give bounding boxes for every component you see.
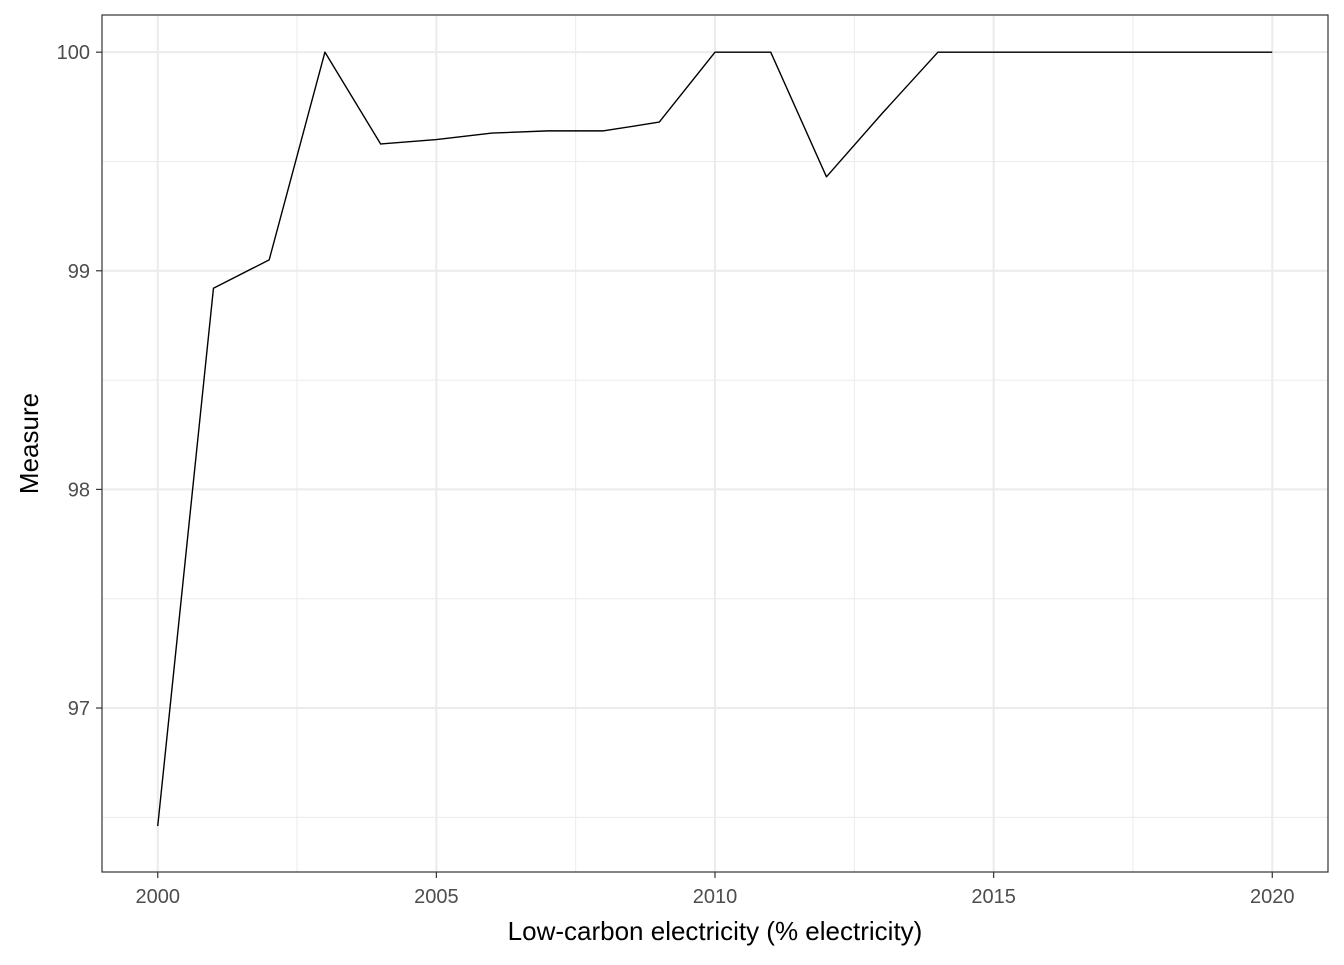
x-axis: 2000 2005 2010 2015 2020 bbox=[135, 872, 1295, 908]
y-axis-title: Measure bbox=[14, 393, 44, 494]
x-tick-label: 2015 bbox=[971, 886, 1016, 908]
x-tick-label: 2020 bbox=[1250, 886, 1295, 908]
x-tick-label: 2005 bbox=[414, 886, 459, 908]
x-axis-title: Low-carbon electricity (% electricity) bbox=[508, 916, 923, 946]
x-tick-label: 2010 bbox=[693, 886, 738, 908]
y-axis: 97 98 99 100 bbox=[57, 42, 102, 720]
y-tick-label: 99 bbox=[68, 261, 90, 283]
y-tick-label: 100 bbox=[57, 42, 90, 64]
series-line bbox=[157, 51, 1273, 827]
y-tick-label: 97 bbox=[68, 698, 90, 720]
y-tick-label: 98 bbox=[68, 479, 90, 501]
series-layer bbox=[157, 51, 1273, 827]
x-tick-label: 2000 bbox=[135, 886, 180, 908]
